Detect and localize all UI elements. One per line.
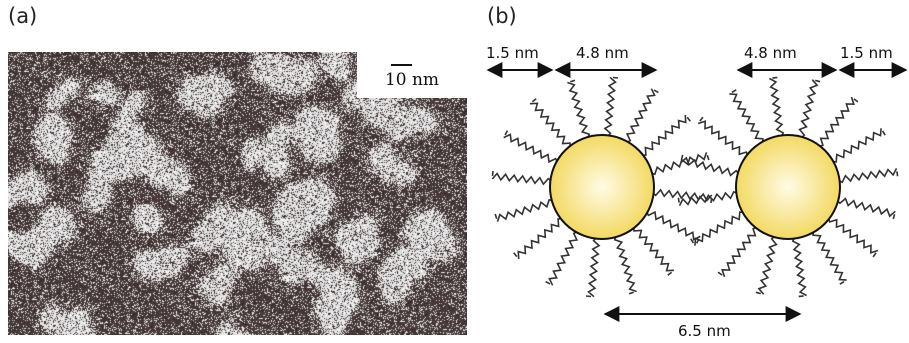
ligand-chain xyxy=(613,234,637,295)
ligand-chain xyxy=(837,168,899,184)
ligand-chain xyxy=(830,128,886,163)
ligand-chain xyxy=(603,76,619,138)
ligand-chain xyxy=(729,89,764,145)
ligand-chain xyxy=(680,154,741,177)
scale-bar-label: 10 nm xyxy=(384,70,440,90)
gold-core-right xyxy=(735,134,841,240)
ligand-chain xyxy=(503,130,559,164)
ligand-chain xyxy=(529,98,572,149)
nanoparticle-schematic: 1.5 nm 4.8 nm 4.8 nm 1.5 nm 6.5 nm xyxy=(486,44,908,340)
ligand-chain xyxy=(513,217,564,260)
ligand-chain xyxy=(649,152,710,176)
panel-a-label: (a) xyxy=(8,4,38,28)
ligand-chain xyxy=(717,226,759,278)
ligand-chain xyxy=(835,197,896,220)
ligand-shell-left xyxy=(491,76,713,298)
ligand-chain xyxy=(690,211,746,246)
ligand-chain xyxy=(585,236,601,298)
ligand-chain xyxy=(491,170,553,186)
ligand-chain xyxy=(798,79,821,140)
ligand-shell-right xyxy=(677,76,899,298)
ligand-chain xyxy=(677,190,739,206)
scale-bar xyxy=(391,64,412,66)
ligand-chain xyxy=(640,114,691,157)
dim-label-core-right: 4.8 nm xyxy=(744,44,797,62)
dim-label-ligand-right: 1.5 nm xyxy=(840,44,893,62)
ligand-chain xyxy=(697,116,749,158)
ligand-chain xyxy=(791,236,807,298)
ligand-chain xyxy=(769,76,785,138)
tem-micrograph-image xyxy=(8,52,467,335)
panel-b-label: (b) xyxy=(487,4,517,28)
ligand-chain xyxy=(812,229,847,285)
dim-label-core-left: 4.8 nm xyxy=(576,44,629,62)
dim-label-ligand-left: 1.5 nm xyxy=(486,44,539,62)
ligand-chain xyxy=(632,225,675,276)
ligand-chain xyxy=(545,230,579,286)
ligand-chain xyxy=(817,96,859,148)
scale-bar-box xyxy=(357,52,467,98)
ligand-chain xyxy=(827,216,879,258)
ligand-chain xyxy=(625,88,659,144)
gold-core-left xyxy=(549,134,655,240)
ligand-chain xyxy=(645,210,701,244)
dim-label-center-spacing: 6.5 nm xyxy=(678,322,731,340)
ligand-chain xyxy=(755,234,778,295)
ligand-chain xyxy=(567,79,591,140)
ligand-chain xyxy=(494,198,555,222)
